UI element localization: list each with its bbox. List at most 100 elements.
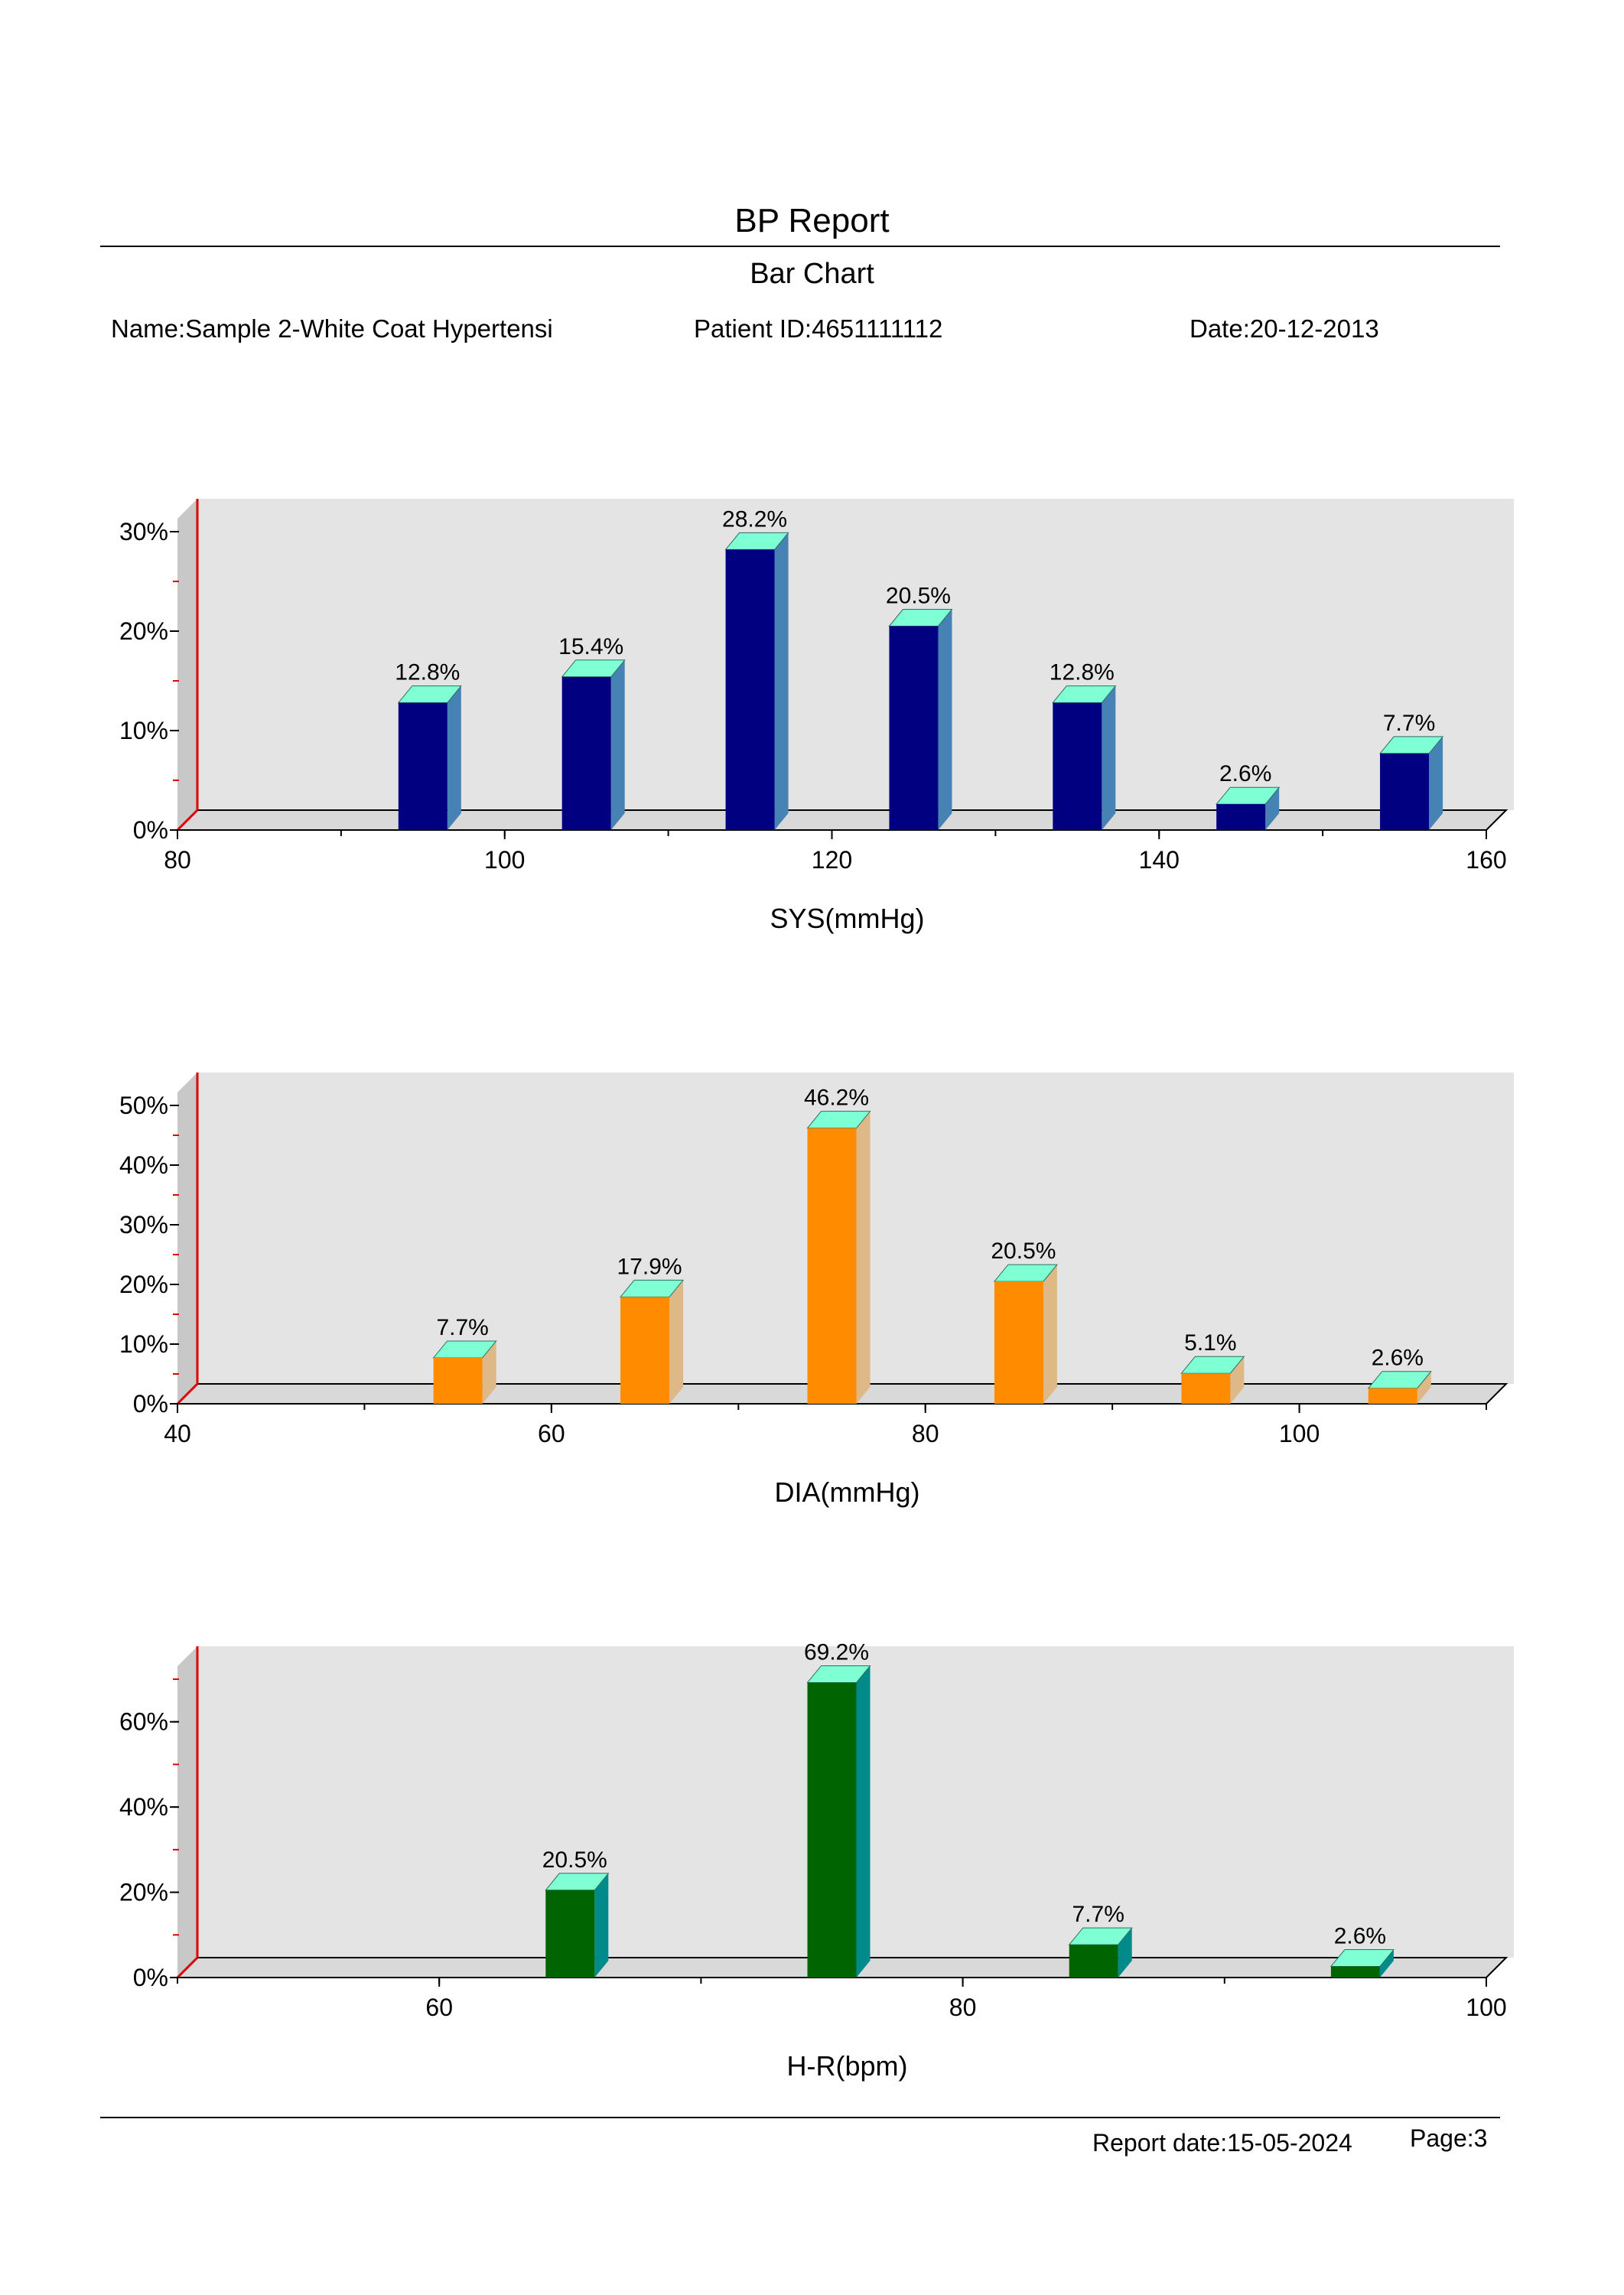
x-axis-title: DIA(mmHg) — [775, 1476, 920, 1508]
dia-chart: 0% 10% 20% 30% 40% 50% 40 60 80 100 7.7% 17.9% 46.2%… — [119, 1073, 1514, 1508]
bar-top — [806, 1665, 871, 1683]
report-title: BP Report — [734, 202, 890, 239]
report-date: Report date:15-05-2024 — [1092, 2129, 1352, 2157]
x-tick-label: 40 — [164, 1420, 191, 1447]
bar — [561, 676, 611, 830]
data-label: 69.2% — [804, 1639, 869, 1665]
plot-back-wall — [197, 499, 1514, 810]
y-axis-corner — [176, 809, 199, 832]
x-tick-label: 80 — [164, 846, 191, 874]
x-tick-label: 60 — [538, 1420, 565, 1447]
bar-side — [938, 609, 952, 830]
y-tick-label: 40% — [119, 1793, 168, 1821]
data-label: 2.6% — [1219, 761, 1271, 786]
y-tick-label: 10% — [119, 1330, 168, 1358]
bar-side — [610, 659, 625, 830]
bar — [1330, 1966, 1380, 1978]
bar — [807, 1682, 857, 1978]
y-tick-label: 20% — [119, 1271, 168, 1298]
data-label: 5.1% — [1184, 1330, 1236, 1356]
bar-side — [669, 1280, 684, 1404]
bar-top — [993, 1264, 1058, 1282]
bar-top — [1180, 1356, 1245, 1374]
plot-side-wall — [177, 499, 197, 830]
data-label: 7.7% — [1383, 711, 1435, 736]
bar-top — [1216, 786, 1281, 805]
bar-side — [856, 1665, 871, 1978]
y-tick-label: 20% — [119, 1879, 168, 1906]
data-label: 7.7% — [436, 1315, 488, 1340]
y-tick-label: 40% — [119, 1151, 168, 1179]
bar — [398, 702, 447, 830]
data-label: 28.2% — [722, 506, 787, 532]
bar-top — [1329, 1949, 1395, 1968]
bar-side — [1429, 736, 1443, 830]
bar — [1380, 753, 1430, 830]
x-tick-label: 120 — [812, 846, 852, 874]
data-label: 20.5% — [886, 584, 951, 609]
bar-top — [561, 659, 626, 678]
plot-side-wall — [177, 1073, 197, 1404]
bar-side — [1417, 1371, 1431, 1404]
data-label: 7.7% — [1072, 1902, 1124, 1927]
y-tick-label: 0% — [133, 1390, 168, 1418]
bar-side — [774, 532, 789, 830]
y-tick-label: 10% — [119, 717, 168, 744]
page-number: Page:3 — [1410, 2124, 1488, 2152]
bar-side — [1043, 1265, 1057, 1404]
bar — [725, 549, 775, 830]
data-label: 15.4% — [558, 634, 623, 659]
footer-rule — [100, 2117, 1500, 2118]
y-tick-label: 20% — [119, 617, 168, 645]
bar-side — [1379, 1949, 1394, 1978]
sys-chart: 0% 10% 20% 30% 80 100 120 140 160 12.8% 15.4% 28.2%… — [119, 499, 1514, 934]
bar-top — [397, 685, 462, 704]
bar — [994, 1281, 1043, 1404]
x-tick-label: 100 — [484, 846, 525, 874]
bar-side — [1265, 787, 1280, 830]
bar — [889, 626, 939, 830]
y-tick-label: 30% — [119, 518, 168, 545]
data-label: 20.5% — [991, 1239, 1056, 1264]
y-tick-label: 50% — [119, 1092, 168, 1119]
x-tick-label: 80 — [912, 1420, 939, 1447]
bar-side — [447, 685, 461, 830]
x-tick-label: 80 — [949, 1994, 977, 2021]
data-label: 12.8% — [395, 660, 460, 685]
y-tick-label: 60% — [119, 1708, 168, 1736]
bar-top — [1367, 1371, 1432, 1389]
bar — [620, 1297, 670, 1404]
bar — [1216, 804, 1266, 830]
bar-side — [1118, 1928, 1132, 1978]
patient-id: Patient ID:4651111112 — [694, 314, 943, 343]
data-label: 20.5% — [542, 1847, 607, 1873]
header-rule — [100, 246, 1500, 247]
bar-top — [1052, 685, 1117, 704]
patient-name: Name:Sample 2-White Coat Hypertensi — [111, 314, 553, 343]
y-tick-label: 0% — [133, 1964, 168, 1991]
data-label: 46.2% — [804, 1086, 869, 1111]
bar — [433, 1357, 483, 1404]
record-date: Date:20-12-2013 — [1190, 314, 1379, 343]
data-label: 2.6% — [1372, 1346, 1424, 1371]
bar — [1368, 1388, 1417, 1404]
bar-side — [482, 1340, 496, 1404]
bar-side — [594, 1873, 609, 1978]
x-tick-label: 100 — [1279, 1420, 1320, 1447]
bar — [1069, 1945, 1118, 1978]
x-tick-label: 60 — [425, 1994, 453, 2021]
plot-side-wall — [177, 1646, 197, 1978]
y-axis-corner — [176, 1382, 199, 1405]
bar-side — [856, 1111, 871, 1404]
x-axis-title: H-R(bpm) — [787, 2050, 908, 2082]
bar — [1181, 1373, 1231, 1404]
heart-rate-chart: 0% 20% 40% 60% 60 80 100 20.5% 69.2% 7.7% 2.6% H-R(… — [119, 1639, 1514, 2082]
plot-floor — [175, 809, 1508, 831]
report-subtitle: Bar Chart — [750, 258, 874, 290]
bar-side — [1102, 685, 1116, 830]
data-label: 17.9% — [617, 1254, 682, 1279]
data-label: 2.6% — [1334, 1924, 1386, 1949]
x-axis-title: SYS(mmHg) — [770, 903, 924, 934]
bar-side — [1230, 1356, 1245, 1404]
bar — [1053, 702, 1102, 830]
